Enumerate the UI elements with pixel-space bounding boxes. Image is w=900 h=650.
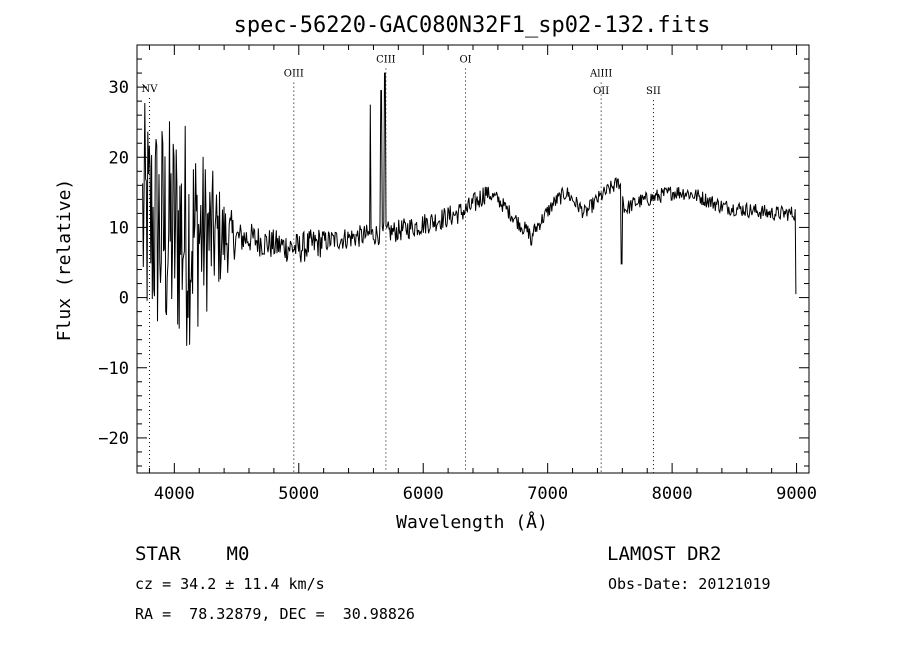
x-tick-label: 9000 bbox=[776, 484, 817, 504]
plot-frame bbox=[136, 44, 810, 474]
y-tick-label: 20 bbox=[109, 148, 129, 168]
y-tick-label: −10 bbox=[98, 359, 129, 379]
x-tick-label: 5000 bbox=[278, 484, 319, 504]
coordinates: RA = 78.32879, DEC = 30.98826 bbox=[135, 605, 415, 623]
x-tick-label: 4000 bbox=[154, 484, 195, 504]
line-marker-label: CIII bbox=[376, 55, 396, 66]
y-tick-label: −20 bbox=[98, 429, 129, 449]
line-marker-label: OI bbox=[459, 55, 471, 66]
x-axis-label: Wavelength (Å) bbox=[396, 511, 548, 533]
y-axis: −20 −10 0 10 20 30 bbox=[98, 44, 809, 467]
x-tick-label: 7000 bbox=[527, 484, 568, 504]
x-tick-label: 6000 bbox=[403, 484, 444, 504]
survey-name: LAMOST DR2 bbox=[607, 543, 721, 565]
y-tick-label: 0 bbox=[119, 289, 129, 309]
y-axis-label: Flux (relative) bbox=[54, 179, 75, 342]
line-marker-label: SII bbox=[646, 86, 661, 97]
x-axis: 4000 5000 6000 7000 8000 9000 bbox=[148, 45, 817, 504]
spectrum-line bbox=[142, 72, 797, 346]
line-marker-label: OII bbox=[593, 86, 609, 97]
redshift-value: cz = 34.2 ± 11.4 km/s bbox=[135, 575, 325, 593]
x-tick-label: 8000 bbox=[652, 484, 693, 504]
observation-date: Obs-Date: 20121019 bbox=[608, 575, 771, 593]
line-marker-label: AlIII bbox=[589, 69, 612, 80]
object-class: STAR M0 bbox=[135, 543, 249, 565]
y-tick-label: 10 bbox=[109, 218, 129, 238]
line-marker-label: OIII bbox=[284, 69, 304, 80]
line-markers: NV OIII CIII OI AlIII OII SII bbox=[141, 55, 661, 473]
y-tick-label: 30 bbox=[109, 78, 129, 98]
line-marker-label: NV bbox=[141, 84, 158, 95]
chart-title: spec-56220-GAC080N32F1_sp02-132.fits bbox=[234, 13, 711, 38]
